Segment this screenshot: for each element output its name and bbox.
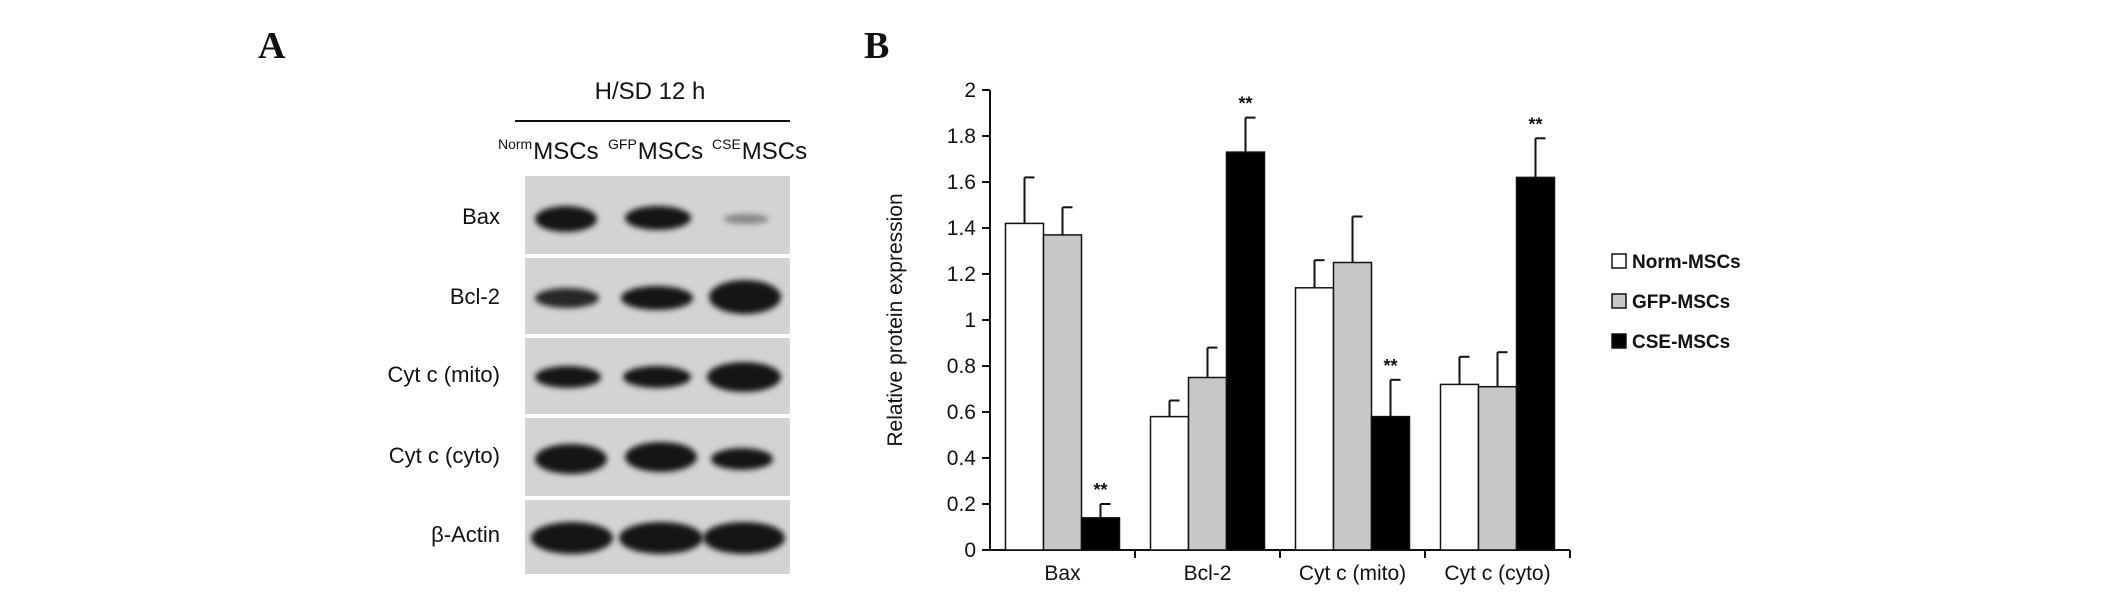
blot-band	[623, 366, 691, 388]
x-tick-label: Cyt c (mito)	[1299, 562, 1406, 585]
y-tick-label: 1.2	[947, 263, 976, 286]
blot-row-label-actin: β-Actin	[431, 522, 500, 547]
y-axis-label: Relative protein expression	[884, 193, 907, 446]
y-tick-label: 0.2	[947, 493, 976, 516]
y-tick-label: 1	[964, 309, 976, 332]
y-tick-label: 1.8	[947, 125, 976, 148]
legend-label: Norm-MSCs	[1632, 252, 1741, 273]
y-tick-label: 0.8	[947, 355, 976, 378]
lane-label-norm-base: MSCs	[533, 138, 599, 165]
legend-label: GFP-MSCs	[1632, 292, 1730, 313]
bar	[1370, 415, 1411, 551]
blot-strip-actin	[525, 500, 790, 574]
lane-label-cse: CSEMSCs	[712, 136, 807, 166]
significance-annotation: **	[1383, 356, 1397, 376]
panel-a-letter: A	[258, 25, 286, 67]
significance-annotation: **	[1528, 114, 1542, 134]
y-tick-label: 1.4	[947, 217, 977, 240]
blot-band	[619, 522, 703, 554]
y-tick-label: 0.6	[947, 401, 976, 424]
lane-label-norm: NormMSCs	[498, 136, 599, 166]
y-tick-label: 0	[964, 539, 976, 562]
bar	[1225, 151, 1266, 551]
blot-row-label-cytc-mito: Cyt c (mito)	[387, 362, 500, 387]
significance-annotation: **	[1238, 94, 1252, 114]
blot-strip-cytc-mito	[525, 338, 790, 414]
y-tick-label: 2	[964, 79, 976, 102]
blot-strip-bcl2	[525, 258, 790, 334]
blot-band	[709, 280, 781, 314]
bar	[1080, 517, 1121, 551]
chart-plot-area: 0 0.2 0.4 0.6 0.8 1 1.2 1.4 1.6 1.8 2 Relative prot…	[884, 79, 1741, 585]
x-tick-label: Cyt c (cyto)	[1444, 562, 1550, 585]
blot-header-rule	[515, 120, 790, 122]
blot-condition-header: H/SD 12 h	[594, 78, 706, 105]
legend-swatch	[1611, 253, 1627, 269]
blot-band	[535, 206, 597, 232]
y-tick-label: 0.4	[947, 447, 977, 470]
blot-band	[723, 214, 769, 224]
blot-band	[703, 522, 785, 554]
blot-band	[625, 206, 691, 230]
lane-label-norm-sup: Norm	[498, 136, 533, 152]
bar	[1515, 176, 1556, 551]
panel-b-letter: B	[864, 25, 890, 67]
bar	[1187, 376, 1228, 551]
blot-row-label-cytc-cyto: Cyt c (cyto)	[388, 443, 500, 468]
blot-strip-bax	[525, 176, 790, 254]
blot-band	[707, 362, 781, 392]
blot-strip-cytc-cyto	[525, 418, 790, 496]
bar	[1149, 415, 1190, 551]
blot-band	[535, 288, 599, 308]
legend-swatch	[1611, 293, 1627, 309]
bar	[1294, 287, 1335, 551]
lane-label-cse-sup: CSE	[712, 136, 741, 152]
lane-label-gfp: GFPMSCs	[608, 136, 703, 166]
blot-band	[535, 366, 601, 388]
bar	[1004, 222, 1045, 551]
legend-label: CSE-MSCs	[1632, 332, 1730, 353]
legend-swatch	[1611, 333, 1627, 349]
blot-row-label-bcl2: Bcl-2	[449, 284, 500, 309]
blot-band	[621, 286, 693, 310]
bar	[1332, 261, 1373, 551]
x-tick-label: Bcl-2	[1184, 562, 1232, 585]
blot-row-label-bax: Bax	[462, 204, 500, 229]
blot-band	[625, 442, 697, 472]
blot-band	[535, 444, 607, 474]
x-tick-label: Bax	[1044, 562, 1081, 585]
bar	[1477, 385, 1518, 551]
lane-label-gfp-sup: GFP	[608, 136, 637, 152]
blot-band	[711, 448, 773, 470]
significance-annotation: **	[1093, 480, 1107, 500]
lane-label-gfp-base: MSCs	[637, 138, 704, 165]
bar	[1439, 383, 1480, 551]
blot-band	[531, 522, 613, 554]
y-tick-label: 1.6	[947, 171, 976, 194]
bar	[1042, 234, 1083, 551]
lane-label-cse-base: MSCs	[741, 138, 808, 165]
